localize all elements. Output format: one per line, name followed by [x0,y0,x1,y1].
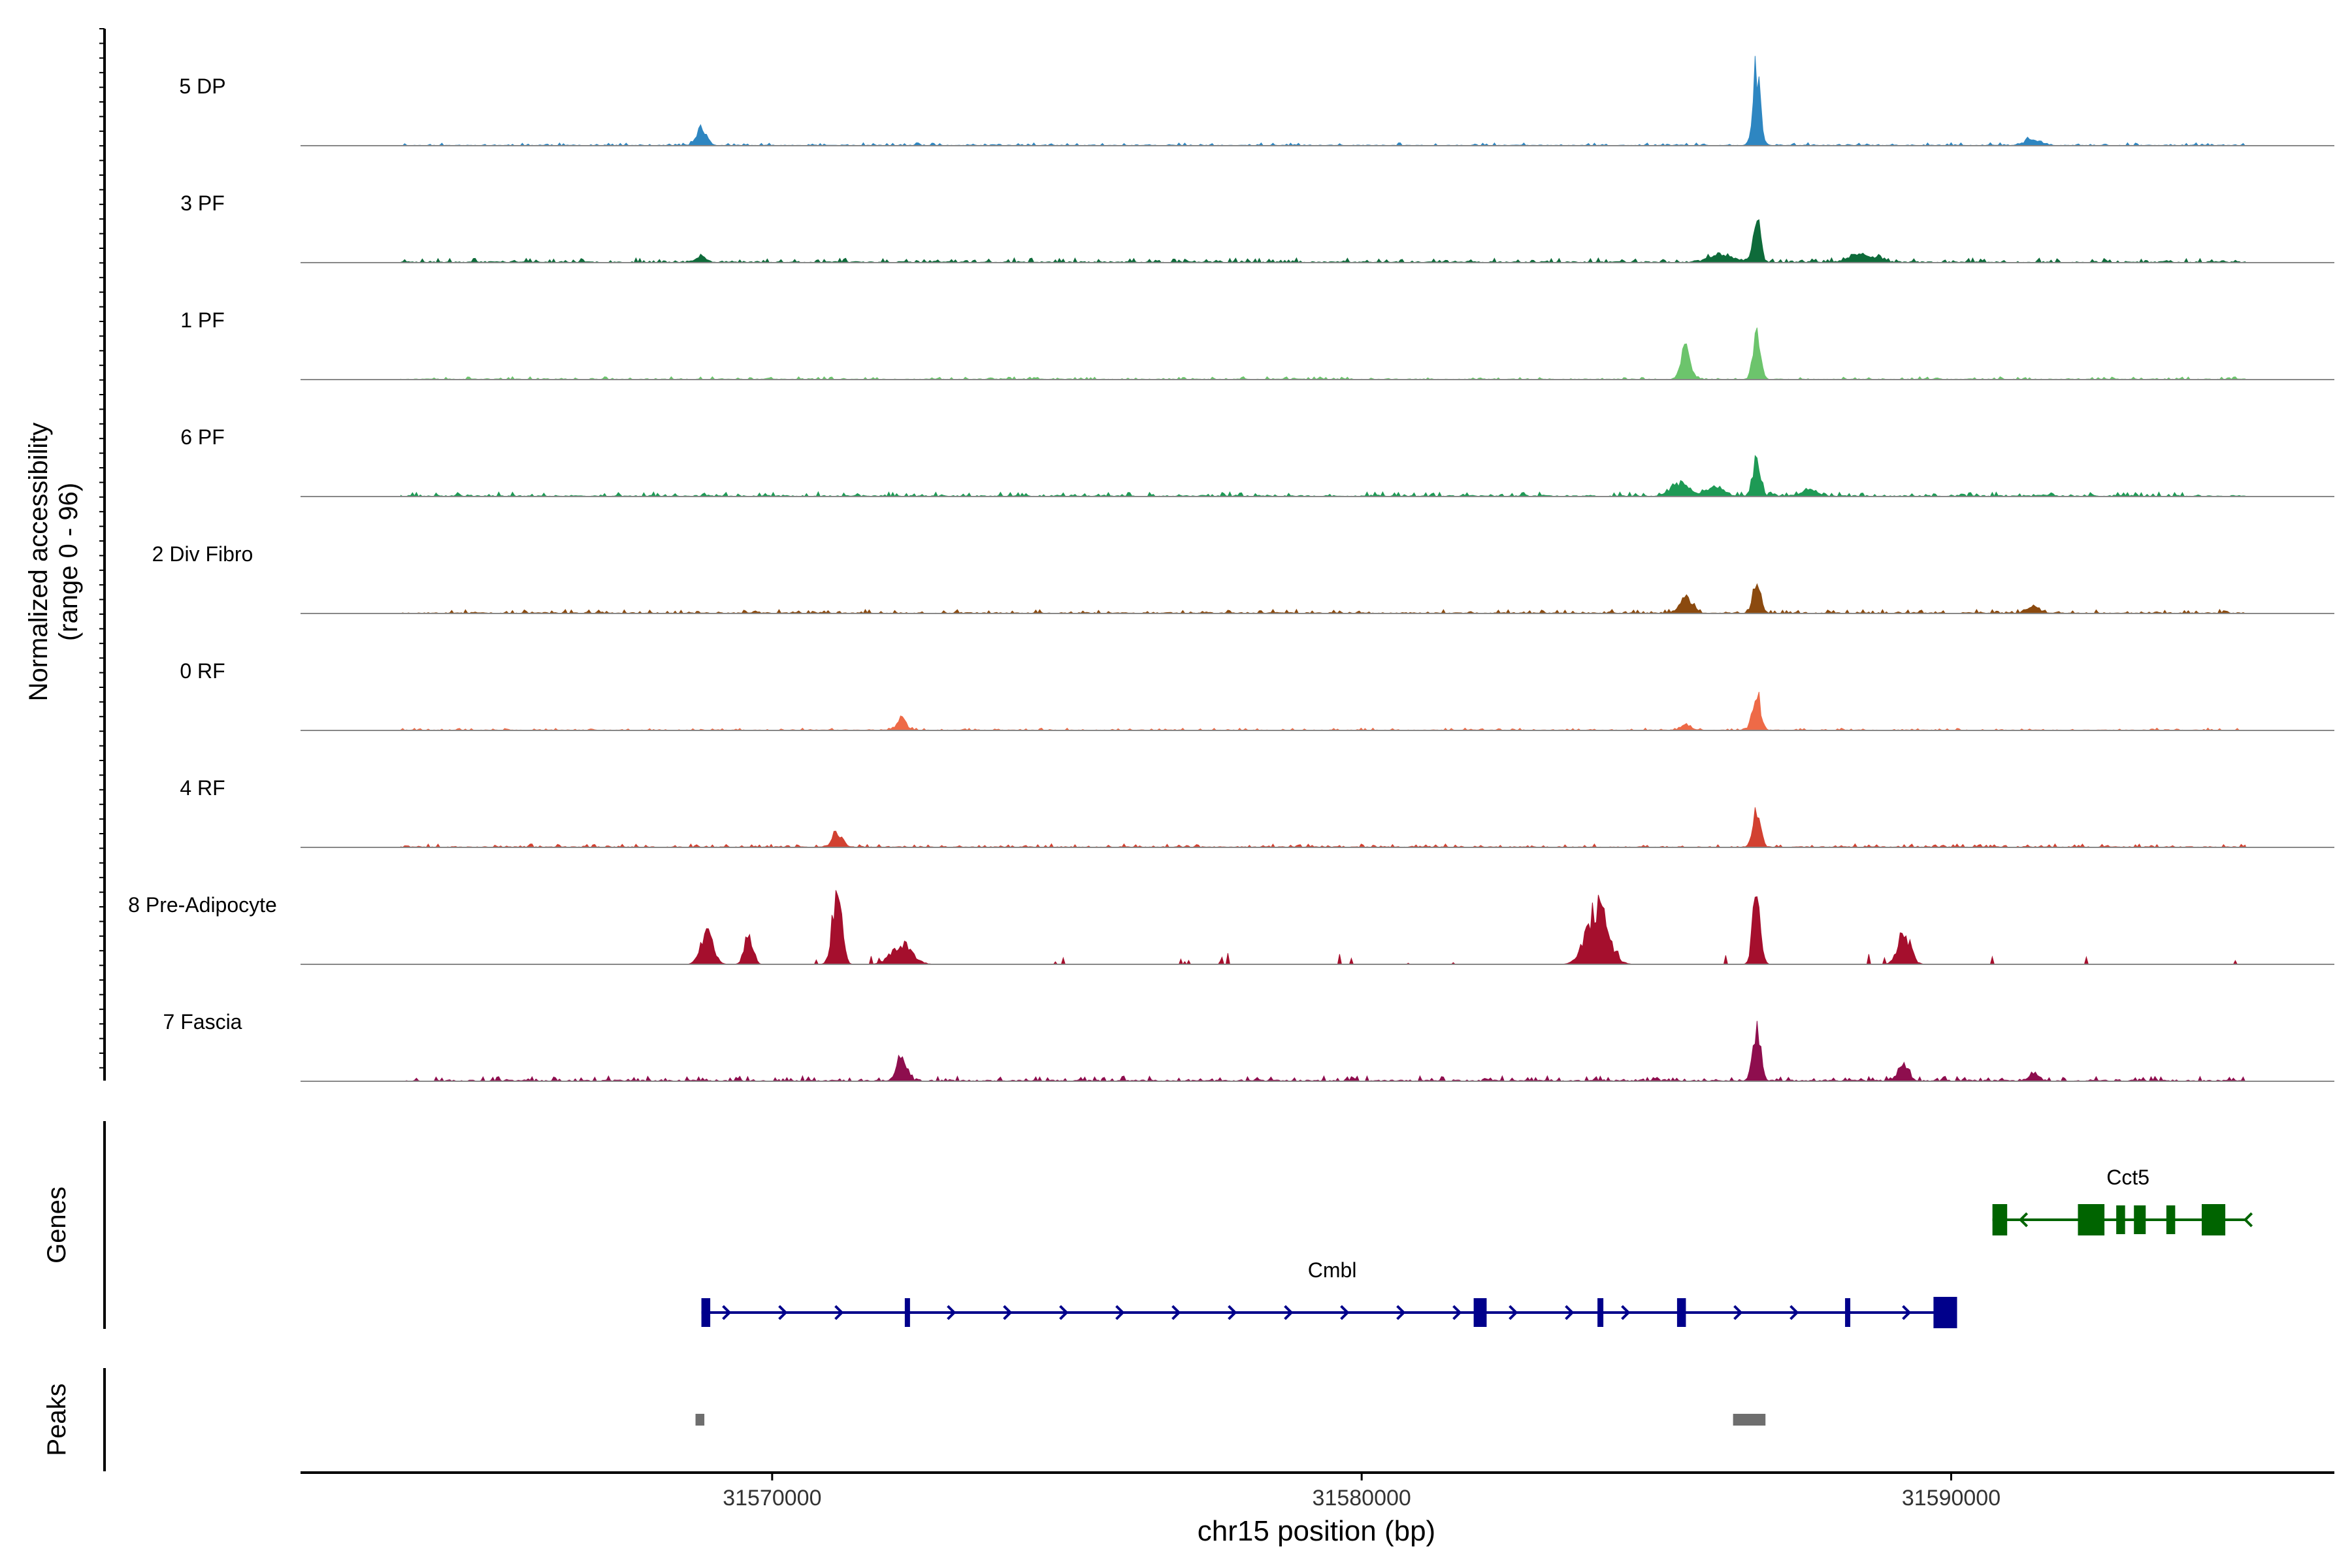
track-7-fascia: 7 Fascia [163,1010,2334,1083]
coverage-area [400,219,2247,264]
strand-arrow [1789,1305,1799,1320]
track-label: 6 PF [180,425,225,449]
coverage-area [400,890,2246,966]
peaks-track-label: Peaks [42,1383,71,1456]
track-label: 3 PF [180,191,225,215]
peaks-track [695,1414,1766,1426]
gene-exon [2078,1204,2105,1235]
track-4-rf: 4 RF [180,776,2334,848]
peak-region [695,1414,705,1426]
track-label: 0 RF [180,659,225,683]
gene-exon [1933,1297,1957,1328]
x-axis-label: chr15 position (bp) [1198,1515,1435,1547]
gene-exon [1845,1298,1851,1327]
track-label: 1 PF [180,308,225,332]
gene-name-label: Cmbl [1308,1258,1357,1282]
x-axis-ticks: 31570000 31580000 31590000 [723,1473,2001,1511]
strand-arrow [1059,1305,1069,1320]
strand-arrow [1228,1305,1237,1320]
strand-arrow [2018,1212,2029,1228]
coverage-area [400,327,2247,380]
strand-arrow [834,1305,844,1320]
strand-arrow [1003,1305,1013,1320]
coverage-area [400,1021,2246,1083]
gene-exon [1473,1298,1487,1327]
strand-arrow [1902,1305,1912,1320]
strand-arrow [1340,1305,1350,1320]
strand-arrow [947,1305,956,1320]
gene-exon [2134,1205,2146,1234]
strand-arrow [1171,1305,1181,1320]
gene-name-label: Cct5 [2106,1166,2149,1189]
strand-arrow [1452,1305,1462,1320]
coverage-area [400,583,2246,614]
gene-exon [1992,1204,2008,1235]
gene-exon [1676,1298,1686,1327]
gene-exon [2166,1205,2176,1234]
track-2-div-fibro: 2 Div Fibro [152,542,2334,614]
track-8-pre-adipocyte: 8 Pre-Adipocyte [128,890,2334,966]
x-tick-label: 31590000 [1902,1486,2001,1511]
gene-exon [904,1298,910,1327]
track-1-pf: 1 PF [180,308,2334,380]
coverage-area [400,691,2246,731]
gene-exon [2116,1205,2125,1234]
gene-annotation-track: Cmbl Cct5 [701,1166,2253,1328]
strand-arrow [1284,1305,1294,1320]
accessibility-y-axis [99,28,106,1081]
strand-arrow [1396,1305,1406,1320]
track-label: 4 RF [180,776,225,800]
track-5-dp: 5 DP [179,56,2334,146]
peak-region [1733,1414,1766,1426]
y-axis-label-line2: (range 0 - 96) [54,483,83,641]
strand-arrow [1115,1305,1125,1320]
strand-arrow [778,1305,788,1320]
gene-exon [701,1298,711,1327]
y-axis-label-line1: Normalized accessibility [24,423,53,702]
strand-arrow [2243,1212,2253,1228]
strand-arrow [1565,1305,1575,1320]
coverage-area [400,807,2247,848]
coverage-tracks: 5 DP 3 PF 1 PF 6 PF 2 Div Fibro 0 RF 4 RF 8 Pre… [128,56,2334,1083]
coverage-area [400,455,2247,497]
strand-arrow [1509,1305,1518,1320]
track-label: 8 Pre-Adipocyte [128,893,277,917]
x-tick-label: 31570000 [723,1486,821,1511]
strand-arrow [1621,1305,1631,1320]
x-tick-label: 31580000 [1313,1486,1411,1511]
track-label: 2 Div Fibro [152,542,253,566]
coverage-area [400,56,2246,146]
strand-arrow [1733,1305,1743,1320]
track-6-pf: 6 PF [180,425,2334,497]
gene-cct5: Cct5 [1992,1166,2253,1235]
gene-exon [1597,1298,1604,1327]
track-label: 7 Fascia [163,1010,242,1034]
track-label: 5 DP [179,74,225,98]
strand-arrow [722,1305,732,1320]
track-0-rf: 0 RF [180,659,2334,731]
genes-track-label: Genes [42,1186,71,1264]
gene-exon [2201,1204,2226,1235]
gene-cmbl: Cmbl [701,1258,1957,1328]
track-3-pf: 3 PF [180,191,2334,264]
